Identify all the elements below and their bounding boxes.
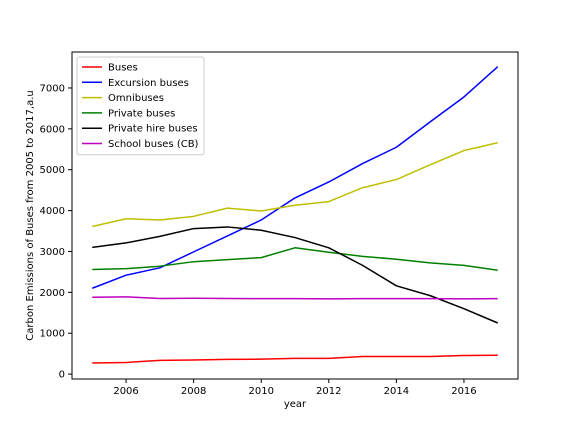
x-tick-label: 2010 — [248, 386, 273, 397]
y-tick-label: 3000 — [40, 247, 65, 258]
legend-entry: Excursion buses — [108, 78, 189, 89]
x-tick-label: 2012 — [316, 386, 341, 397]
x-tick-label: 2016 — [451, 386, 476, 397]
legend-entry: Private hire buses — [108, 124, 198, 135]
x-axis: 2006 2008 2010 2012 2014 2016 — [113, 379, 476, 397]
series-line-4 — [92, 227, 497, 323]
y-tick-label: 6000 — [40, 124, 65, 135]
y-tick-label: 4000 — [40, 206, 65, 217]
x-tick-label: 2014 — [384, 386, 409, 397]
x-tick-label: 2006 — [113, 386, 138, 397]
series-line-3 — [92, 248, 497, 270]
y-axis-label: Carbon Emissions of Buses from 2005 to 2… — [25, 90, 36, 340]
x-axis-label: year — [284, 399, 307, 410]
legend-entry: School buses (CB) — [108, 139, 199, 150]
legend-entry: Buses — [108, 63, 138, 74]
y-tick-label: 7000 — [40, 83, 65, 94]
y-tick-label: 1000 — [40, 329, 65, 340]
series-line-2 — [92, 143, 497, 227]
y-tick-label: 0 — [59, 370, 65, 381]
legend-entry: Omnibuses — [108, 93, 164, 104]
x-tick-label: 2008 — [181, 386, 206, 397]
series-line-0 — [92, 355, 497, 363]
y-tick-label: 2000 — [40, 288, 65, 299]
y-axis: 0 1000 2000 3000 4000 5000 6000 7000 — [40, 83, 72, 380]
y-tick-label: 5000 — [40, 165, 65, 176]
legend: Buses Excursion buses Omnibuses Private bus… — [77, 57, 204, 155]
legend-entry: Private buses — [108, 108, 175, 119]
